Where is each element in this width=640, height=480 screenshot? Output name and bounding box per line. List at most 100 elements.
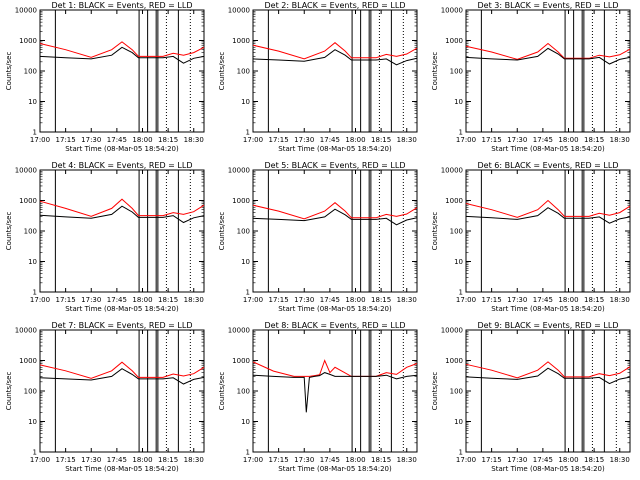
x-tick-label: 18:15 [371,136,391,144]
x-tick-label: 18:00 [132,136,152,144]
y-tick-label: 1000 [445,197,463,205]
x-tick-label: 17:15 [56,456,76,464]
y-tick-label: 10 [241,418,250,426]
y-tick-label: 10000 [441,7,463,15]
y-tick-label: 10 [241,258,250,266]
panel-title: Det 4: BLACK = Events, RED = LLD [52,161,193,170]
x-tick-label: 18:00 [345,136,365,144]
x-tick-label: 17:00 [243,136,263,144]
series-line-black [39,46,205,64]
plot-frame [252,169,418,293]
x-tick-label: 17:30 [294,456,314,464]
x-tick-label: 17:30 [507,136,527,144]
y-tick-label: 1 [459,449,463,457]
series-line-red [252,202,418,220]
plot-frame [39,9,205,133]
x-tick-label: 18:30 [184,136,204,144]
plot-frame [39,329,205,453]
y-tick-label: 10000 [441,327,463,335]
y-axis-title: Counts/sec [218,372,226,411]
y-tick-label: 1 [246,289,250,297]
x-tick-label: 18:00 [132,456,152,464]
x-tick-label: 17:45 [533,136,553,144]
y-tick-label: 1 [33,129,37,137]
x-tick-label: 17:15 [269,136,289,144]
x-tick-label: 17:00 [30,296,50,304]
x-tick-label: 18:30 [397,136,417,144]
y-tick-label: 10000 [15,327,37,335]
series-line-red [465,42,631,60]
y-tick-label: 10 [28,98,37,106]
x-tick-label: 18:15 [158,296,178,304]
x-tick-label: 17:30 [294,296,314,304]
y-tick-label: 100 [237,228,250,236]
y-axis-title: Counts/sec [5,372,13,411]
x-tick-label: 18:30 [610,456,630,464]
panel-title: Det 3: BLACK = Events, RED = LLD [478,1,619,10]
series-line-black [39,368,205,385]
x-tick-label: 17:45 [107,456,127,464]
x-tick-label: 17:45 [320,456,340,464]
y-axis-title: Counts/sec [431,212,439,251]
series-line-red [465,361,631,379]
x-tick-label: 18:15 [158,456,178,464]
y-axis-title: Counts/sec [431,52,439,91]
detector-panel-3: Det 3: BLACK = Events, RED = LLD 1 10 100 10… [431,1,631,153]
detector-panel-8: Det 8: BLACK = Events, RED = LLD 1 10 100 10… [218,321,418,473]
y-tick-label: 100 [237,388,250,396]
y-tick-label: 1000 [445,357,463,365]
panel-title: Det 9: BLACK = Events, RED = LLD [478,321,619,330]
y-axis-title: Counts/sec [431,372,439,411]
x-axis-title: Start Time (08-Mar-05 18:54:20) [491,305,605,313]
x-tick-label: 18:00 [558,456,578,464]
x-tick-label: 17:15 [56,296,76,304]
x-tick-label: 17:15 [482,136,502,144]
y-tick-label: 1 [246,129,250,137]
plot-frame [39,169,205,293]
panel-title: Det 6: BLACK = Events, RED = LLD [478,161,619,170]
series-line-red [465,199,631,218]
series-line-black [465,207,631,224]
x-tick-label: 18:00 [345,296,365,304]
plot-frame [252,329,418,453]
y-tick-label: 100 [24,228,37,236]
x-tick-label: 17:45 [533,296,553,304]
x-axis-title: Start Time (08-Mar-05 18:54:20) [65,465,179,473]
x-tick-label: 18:15 [158,136,178,144]
y-axis-title: Counts/sec [5,52,13,91]
x-axis-title: Start Time (08-Mar-05 18:54:20) [65,145,179,153]
x-tick-label: 17:15 [269,456,289,464]
y-tick-label: 100 [450,228,463,236]
x-tick-label: 17:30 [507,296,527,304]
x-tick-label: 18:00 [558,296,578,304]
panel-title: Det 8: BLACK = Events, RED = LLD [265,321,406,330]
detector-panel-4: Det 4: BLACK = Events, RED = LLD 1 10 100 10… [5,161,205,313]
x-tick-label: 17:15 [482,296,502,304]
y-axis-title: Counts/sec [218,52,226,91]
x-tick-label: 17:30 [81,296,101,304]
series-line-red [39,41,205,58]
x-axis-title: Start Time (08-Mar-05 18:54:20) [491,145,605,153]
detector-panel-6: Det 6: BLACK = Events, RED = LLD 1 10 100 10… [431,161,631,313]
y-tick-label: 10 [454,98,463,106]
x-axis-title: Start Time (08-Mar-05 18:54:20) [65,305,179,313]
x-tick-label: 18:00 [132,296,152,304]
y-tick-label: 100 [237,68,250,76]
x-tick-label: 17:45 [107,296,127,304]
x-tick-label: 17:00 [456,456,476,464]
x-axis-title: Start Time (08-Mar-05 18:54:20) [278,145,392,153]
x-tick-label: 18:00 [558,136,578,144]
x-tick-label: 17:45 [107,136,127,144]
y-tick-label: 1000 [19,37,37,45]
y-tick-label: 100 [24,388,37,396]
series-line-black [252,372,418,413]
x-tick-label: 17:15 [482,456,502,464]
x-tick-label: 18:15 [371,296,391,304]
y-tick-label: 1000 [232,37,250,45]
series-line-red [252,42,418,60]
plot-frame [465,9,631,133]
y-tick-label: 1 [246,449,250,457]
x-tick-label: 17:15 [56,136,76,144]
x-axis-title: Start Time (08-Mar-05 18:54:20) [491,465,605,473]
